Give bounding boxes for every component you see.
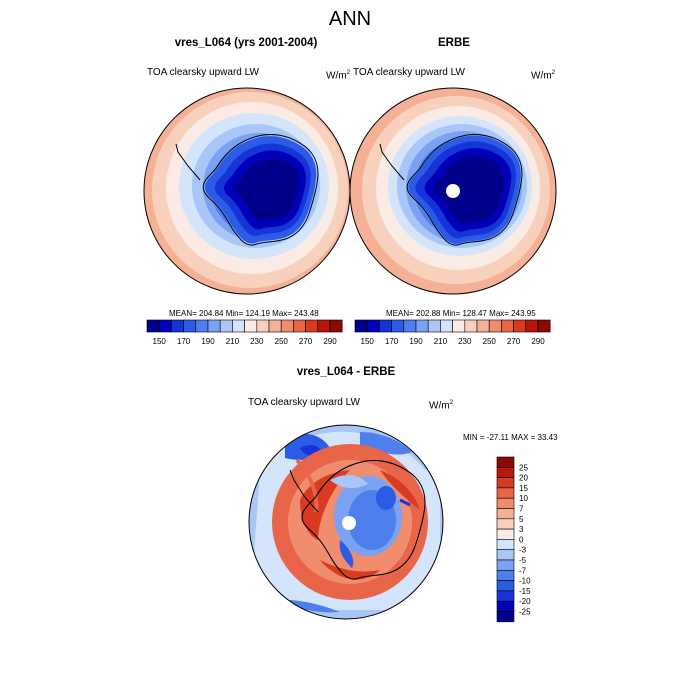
- diff-colorbar-tick-label: 10: [519, 494, 528, 503]
- diff-colorbar-box: [496, 611, 515, 623]
- diff-colorbar-box: [496, 487, 515, 499]
- panel-1-units: W/m2: [326, 69, 350, 81]
- panel-2-units-exp: 2: [551, 69, 556, 76]
- panel-2-colorbar-tick-label: 230: [458, 337, 472, 346]
- diff-colorbar-box: [496, 600, 515, 612]
- diff-colorbar-box: [496, 456, 515, 468]
- panel-2-stats: MEAN= 202.88 Min= 128.47 Max= 243.95: [386, 309, 536, 318]
- diff-colorbar-tick-label: 5: [519, 515, 524, 524]
- diff-panel-units: W/m2: [429, 399, 453, 411]
- diff-colorbar-tick-label: 25: [519, 463, 528, 472]
- diff-colorbar-box: [496, 497, 515, 509]
- diff-colorbar-box: [496, 477, 515, 489]
- diff-colorbar-box: [496, 508, 515, 520]
- panel-1-colorbar-tick-label: 270: [299, 337, 313, 346]
- panel-2-colorbar-tick-label: 190: [409, 337, 423, 346]
- diff-colorbar-box: [496, 590, 515, 602]
- panel-1-stats: MEAN= 204.84 Min= 124.19 Max= 243.48: [169, 309, 319, 318]
- diff-colorbar-tick-label: -25: [519, 608, 531, 617]
- panel-2-units-base: W/m: [531, 70, 552, 82]
- diff-panel-stats: MIN = -27.11 MAX = 33.43: [463, 433, 558, 442]
- panel-1-title: vres_L064 (yrs 2001-2004): [174, 37, 318, 49]
- panel-1-variable-label: TOA clearsky upward LW: [147, 67, 259, 78]
- panel-2-polar-hole: [446, 184, 460, 198]
- panel-2-colorbar-tick-label: 290: [531, 337, 545, 346]
- panel-2-colorbar-box: [537, 319, 551, 333]
- panel-2-colorbar: 150 170 190 210 230 250 270 290: [354, 319, 551, 346]
- panel-1-colorbar-tick-label: 210: [226, 337, 240, 346]
- panel-1-colorbar-tick-label: 290: [323, 337, 337, 346]
- panel-1-units-base: W/m: [326, 70, 347, 82]
- panel-1-contours: [144, 88, 350, 294]
- diff-colorbar-tick-label: -3: [519, 546, 527, 555]
- diff-colorbar-box: [496, 528, 515, 540]
- panel-2-contours: [350, 88, 556, 294]
- diff-panel-contours: [249, 425, 443, 619]
- diff-colorbar-box: [496, 559, 515, 571]
- diff-panel-units-exp: 2: [449, 399, 454, 406]
- panel-1-colorbar-tick-label: 250: [275, 337, 289, 346]
- panel-2-colorbar-tick-label: 250: [483, 337, 497, 346]
- panel-1-colorbar-tick-label: 170: [177, 337, 191, 346]
- diff-colorbar-tick-label: 7: [519, 505, 524, 514]
- diff-colorbar-box: [496, 580, 515, 592]
- panel-1-colorbar: 150 170 190 210 230 250 270 290: [146, 319, 343, 346]
- diff-colorbar-tick-label: 20: [519, 474, 528, 483]
- diff-panel-title: vres_L064 - ERBE: [296, 366, 396, 378]
- panel-2-colorbar-tick-label: 170: [385, 337, 399, 346]
- diff-colorbar-tick-label: -10: [519, 577, 531, 586]
- panel-2-units: W/m2: [531, 69, 555, 81]
- panel-1-colorbar-tick-label: 190: [201, 337, 215, 346]
- diff-colorbar-tick-label: 3: [519, 525, 524, 534]
- diff-colorbar-tick-label: 15: [519, 484, 528, 493]
- diff-colorbar-box: [496, 570, 515, 581]
- panel-1-colorbar-tick-label: 230: [250, 337, 264, 346]
- diff-colorbar-box: [496, 539, 515, 551]
- diff-colorbar-box: [496, 549, 515, 561]
- panel-2-colorbar-tick-label: 210: [434, 337, 448, 346]
- panel-1-colorbar-tick-label: 150: [153, 337, 167, 346]
- panel-2-colorbar-tick-label: 150: [361, 337, 375, 346]
- panel-2-variable-label: TOA clearsky upward LW: [353, 67, 465, 78]
- panel-2-colorbar-tick-label: 270: [507, 337, 521, 346]
- figure-title: ANN: [328, 8, 372, 30]
- panel-1-units-exp: 2: [346, 69, 351, 76]
- diff-polar-hole: [342, 516, 356, 530]
- diff-colorbar-tick-label: -7: [519, 566, 527, 575]
- diff-colorbar-tick-label: -5: [519, 556, 527, 565]
- diff-panel-units-base: W/m: [429, 400, 450, 412]
- diff-colorbar-box: [496, 467, 515, 478]
- panel-1-colorbar-box: [329, 319, 343, 333]
- diff-panel-variable-label: TOA clearsky upward LW: [248, 397, 360, 408]
- diff-colorbar-tick-label: -20: [519, 597, 531, 606]
- diff-colorbar-box: [496, 518, 515, 530]
- diff-colorbar-tick-label: -15: [519, 587, 531, 596]
- diff-colorbar-tick-label: 0: [519, 535, 524, 544]
- panel-2-title: ERBE: [438, 37, 470, 49]
